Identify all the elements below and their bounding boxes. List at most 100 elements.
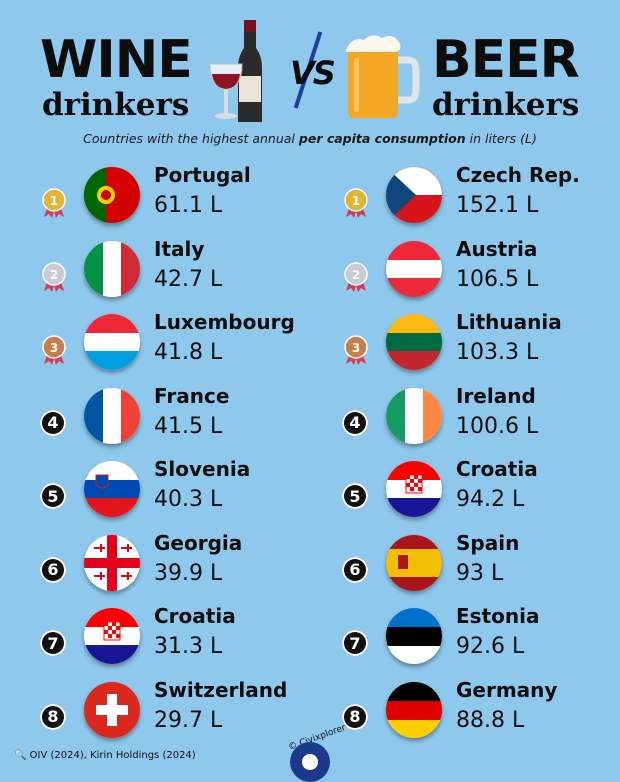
country-name: Estonia <box>456 604 540 628</box>
flag-croatia-icon <box>386 461 442 517</box>
country-name: Ireland <box>456 383 536 408</box>
consumption-value: 39.9 L <box>154 560 223 586</box>
consumption-value: 106.5 L <box>456 266 539 292</box>
flag-germany-icon <box>386 681 442 738</box>
svg-text:3: 3 <box>352 341 360 355</box>
rank-number: 4 <box>342 409 368 436</box>
country-name: Czech Rep. <box>456 163 580 187</box>
medal-icon: 1 <box>340 187 372 219</box>
consumption-value: 92.6 L <box>456 634 525 659</box>
flag-austria-icon <box>386 240 442 297</box>
svg-text:1: 1 <box>50 194 58 208</box>
country-name: Slovenia <box>154 457 251 481</box>
flag-slovenia-icon <box>84 461 140 517</box>
rank-number: 6 <box>40 556 66 583</box>
flag-luxembourg-icon <box>84 314 140 370</box>
beer-subtitle: drinkers <box>432 87 580 123</box>
rank-number: 4 <box>40 409 66 436</box>
flag-france-icon <box>84 387 140 444</box>
subtitle: Countries with the highest annual per ca… <box>0 131 620 146</box>
beer-row: 7 Estonia 92.6 L <box>340 604 620 678</box>
flag-spain-icon <box>386 534 442 591</box>
rank-badge: 6 <box>38 555 70 587</box>
brand-logo <box>290 742 330 782</box>
rank-badge: 5 <box>340 481 372 513</box>
svg-text:3: 3 <box>50 341 58 355</box>
country-name: France <box>154 383 230 408</box>
rank-badge: 7 <box>38 628 70 660</box>
medal-icon: 2 <box>340 261 372 293</box>
rank-number: 7 <box>40 630 66 656</box>
medal-icon: 1 <box>38 187 70 219</box>
wine-row: 5 Slovenia 40.3 L <box>38 457 328 531</box>
wine-icon <box>209 20 262 122</box>
rank-number: 5 <box>40 483 66 509</box>
subtitle-part-1: Countries with the highest annual <box>83 131 299 146</box>
country-name: Spain <box>456 530 520 555</box>
consumption-value: 100.6 L <box>456 413 539 439</box>
flag-portugal-icon <box>84 167 140 223</box>
rank-badge: 4 <box>38 408 70 440</box>
rank-number: 8 <box>40 703 66 730</box>
subtitle-emphasis: per capita consumption <box>298 131 466 146</box>
consumption-value: 41.8 L <box>154 340 223 365</box>
consumption-value: 61.1 L <box>154 193 223 218</box>
rank-badge: 8 <box>38 702 70 734</box>
svg-text:2: 2 <box>352 268 360 282</box>
flag-czech-icon <box>386 167 442 223</box>
medal-icon: 3 <box>340 334 372 366</box>
wine-row: 2 Italy 42.7 L <box>38 237 328 311</box>
beer-row: 2 Austria 106.5 L <box>340 237 620 311</box>
wine-row: 8 Switzerland 29.7 L <box>38 678 328 752</box>
rank-number: 5 <box>342 483 368 509</box>
wine-row: 7 Croatia 31.3 L <box>38 604 328 678</box>
wine-row: 3 Luxembourg 41.8 L <box>38 310 328 384</box>
consumption-value: 103.3 L <box>456 340 539 365</box>
consumption-value: 88.8 L <box>456 707 525 733</box>
rank-number: 7 <box>342 630 368 656</box>
rank-badge: 4 <box>340 408 372 440</box>
consumption-value: 41.5 L <box>154 413 223 439</box>
svg-text:2: 2 <box>50 268 58 282</box>
consumption-value: 94.2 L <box>456 487 525 512</box>
rank-number: 6 <box>342 556 368 583</box>
country-name: Luxembourg <box>154 310 295 334</box>
wine-row: 6 Georgia 39.9 L <box>38 531 328 605</box>
flag-switzerland-icon <box>84 681 140 738</box>
consumption-value: 42.7 L <box>154 266 223 292</box>
country-name: Georgia <box>154 530 243 555</box>
consumption-value: 29.7 L <box>154 707 223 733</box>
rank-badge: 6 <box>340 555 372 587</box>
vs-label: VS <box>290 54 336 92</box>
beer-row: 5 Croatia 94.2 L <box>340 457 620 531</box>
subtitle-part-2: in liters (L) <box>465 131 537 146</box>
consumption-value: 31.3 L <box>154 634 223 659</box>
consumption-value: 40.3 L <box>154 487 223 512</box>
beer-title: BEER <box>432 30 580 90</box>
flag-georgia-icon <box>84 534 140 591</box>
rank-badge: 5 <box>38 481 70 513</box>
source-text: OIV (2024), Kirin Holdings (2024) <box>29 750 196 761</box>
wine-row: 4 France 41.5 L <box>38 384 328 458</box>
country-name: Croatia <box>154 604 236 628</box>
wine-subtitle: drinkers <box>42 87 190 123</box>
medal-icon: 2 <box>38 261 70 293</box>
source-note: 🔍 OIV (2024), Kirin Holdings (2024) <box>14 750 196 761</box>
wine-row: 1 Portugal 61.1 L <box>38 163 328 237</box>
flag-ireland-icon <box>386 387 442 444</box>
flag-italy-icon <box>84 240 140 297</box>
beer-row: 8 Germany 88.8 L <box>340 678 620 752</box>
search-icon: 🔍 <box>14 750 27 761</box>
country-name: Portugal <box>154 163 251 187</box>
beer-row: 4 Ireland 100.6 L <box>340 384 620 458</box>
wine-title: WINE <box>40 30 193 90</box>
rank-badge: 8 <box>340 702 372 734</box>
country-name: Switzerland <box>154 677 288 702</box>
beer-row: 3 Lithuania 103.3 L <box>340 310 620 384</box>
flag-lithuania-icon <box>386 314 442 370</box>
svg-text:1: 1 <box>352 194 360 208</box>
consumption-value: 152.1 L <box>456 193 539 218</box>
flag-estonia-icon <box>386 608 442 664</box>
beer-row: 1 Czech Rep. 152.1 L <box>340 163 620 237</box>
medal-icon: 3 <box>38 334 70 366</box>
